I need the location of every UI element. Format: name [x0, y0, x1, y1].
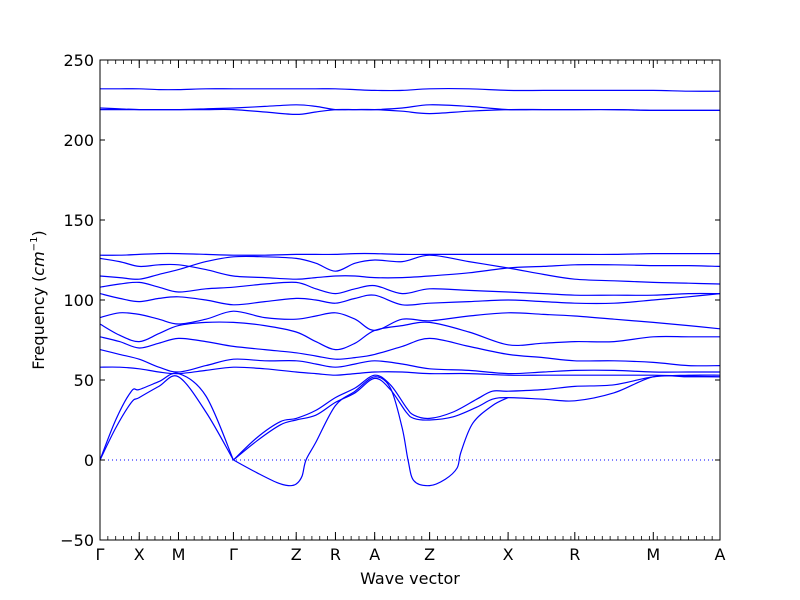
branch-line-7	[99, 281, 721, 296]
branch-line-3	[100, 108, 720, 116]
tick-layer: −50 0 50 100 150 200 250 Γ X M Γ Z R A Z X R M A	[60, 51, 725, 564]
y-tick-label: 150	[63, 211, 94, 230]
branch-line-4	[99, 252, 720, 256]
branch-line-18	[233, 376, 509, 487]
x-tick-label: X	[134, 545, 145, 564]
y-tick-label: 200	[63, 131, 94, 150]
branch-line-14	[99, 372, 234, 461]
branch-line-6	[99, 254, 721, 285]
x-tick-label: Γ	[229, 545, 238, 564]
x-tick-label: R	[330, 545, 341, 564]
branch-line-16	[232, 374, 721, 461]
y-axis-label: Frequency (cm−1)	[29, 230, 48, 369]
y-tick-label: 0	[84, 451, 94, 470]
y-tick-label: 250	[63, 51, 94, 70]
x-axis-label: Wave vector	[360, 569, 460, 588]
branch-line-8	[99, 293, 721, 306]
x-tick-label: A	[715, 545, 726, 564]
branch-line-15	[99, 375, 234, 461]
branch-line-5	[99, 257, 721, 280]
branch-line-17	[233, 375, 720, 461]
x-tick-label: X	[503, 545, 514, 564]
branch-line-11	[99, 336, 721, 367]
y-tick-label: 100	[63, 291, 94, 310]
plot-frame	[99, 59, 721, 541]
x-tick-label: Z	[291, 545, 302, 564]
x-tick-label: Γ	[96, 545, 105, 564]
x-tick-label: R	[569, 545, 580, 564]
x-tick-label: Z	[424, 545, 435, 564]
branch-line-1	[99, 87, 721, 92]
branch-line-9	[99, 310, 721, 332]
branch-line-10	[99, 321, 720, 351]
x-tick-label: M	[172, 545, 186, 564]
branch-line-12	[99, 349, 720, 375]
y-tick-label: −50	[60, 531, 94, 550]
x-tick-label: M	[646, 545, 660, 564]
y-tick-label: 50	[74, 371, 94, 390]
series-layer	[99, 87, 721, 487]
x-tick-label: A	[369, 545, 380, 564]
